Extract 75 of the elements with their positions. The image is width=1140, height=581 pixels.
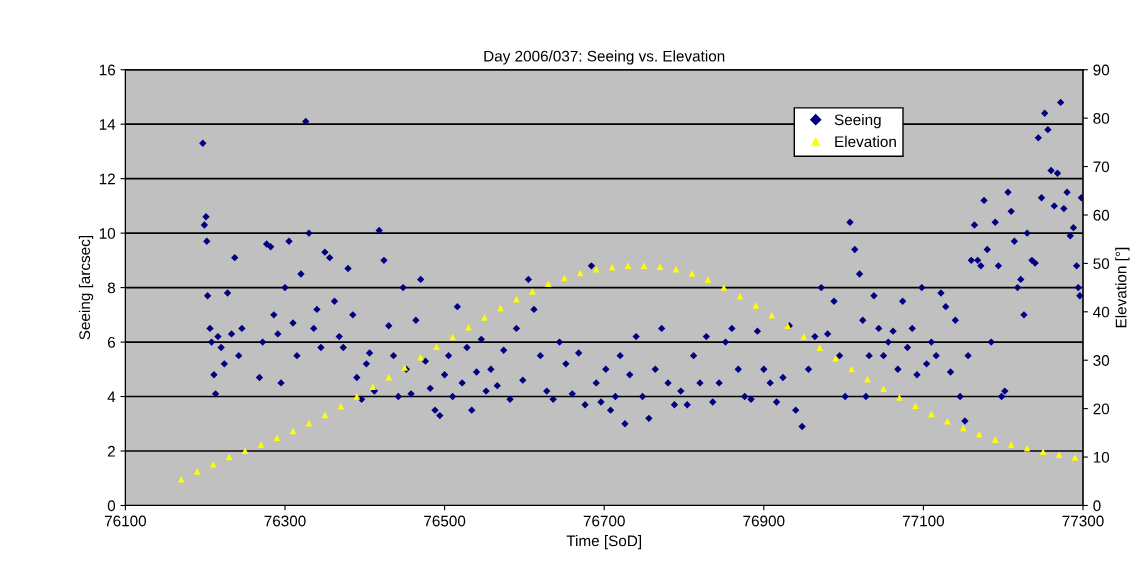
x-axis-title: Time [SoD] xyxy=(566,534,642,550)
point xyxy=(577,269,584,277)
point xyxy=(209,461,217,468)
y2-tick-label: 90 xyxy=(1093,64,1110,76)
point xyxy=(178,476,185,483)
y2-tick-label: 30 xyxy=(1093,355,1110,366)
y2-tick-label: 80 xyxy=(1093,113,1110,124)
y2-tick-label: 20 xyxy=(1093,403,1110,415)
point xyxy=(608,264,616,271)
point xyxy=(736,293,744,300)
point xyxy=(257,441,265,448)
y-tick-label: 6 xyxy=(107,336,116,348)
x-tick-label: 76300 xyxy=(264,515,306,527)
point xyxy=(417,354,424,361)
y2-tick-label: 60 xyxy=(1093,209,1110,221)
y-tick-label: 0 xyxy=(107,500,116,512)
point xyxy=(321,411,329,419)
point xyxy=(928,410,935,418)
point xyxy=(816,344,823,351)
chart-title: Day 2006/037: Seeing vs. Elevation xyxy=(484,50,725,65)
legend-label: Elevation xyxy=(835,135,896,148)
point xyxy=(960,424,967,432)
point xyxy=(1055,451,1063,458)
point xyxy=(353,393,361,400)
point xyxy=(832,355,839,362)
point xyxy=(912,402,919,409)
y2-tick-label: 0 xyxy=(1093,500,1101,512)
point xyxy=(1007,441,1015,448)
y2-tick-label: 10 xyxy=(1093,451,1110,463)
x-tick-label: 77300 xyxy=(1062,515,1104,527)
point xyxy=(656,263,664,271)
legend-label: Seeing xyxy=(834,113,881,129)
point xyxy=(385,373,392,381)
x-tick-label: 76500 xyxy=(424,515,466,527)
point xyxy=(704,276,712,284)
point xyxy=(1023,445,1031,452)
y2-tick-label: 50 xyxy=(1093,258,1110,270)
point xyxy=(369,383,377,391)
point xyxy=(193,468,201,475)
y-tick-label: 2 xyxy=(107,445,115,457)
y-tick-label: 8 xyxy=(107,282,116,294)
point xyxy=(800,333,807,340)
point xyxy=(720,284,728,291)
point xyxy=(545,280,552,287)
point xyxy=(561,274,568,282)
x-tick-label: 77100 xyxy=(902,515,945,527)
point xyxy=(481,314,488,321)
y2-tick-label: 40 xyxy=(1093,306,1110,318)
x-tick-label: 76900 xyxy=(743,515,785,527)
y-tick-label: 4 xyxy=(107,391,116,403)
x-tick-label: 76100 xyxy=(104,515,147,527)
y-tick-label: 10 xyxy=(99,227,116,239)
y-tick-label: 12 xyxy=(99,173,115,185)
point xyxy=(688,270,696,277)
y-tick-label: 14 xyxy=(99,119,116,130)
point xyxy=(624,262,632,270)
point xyxy=(991,436,999,443)
point xyxy=(241,447,249,455)
point xyxy=(976,431,983,438)
point xyxy=(465,324,472,331)
point xyxy=(1039,448,1047,455)
point xyxy=(529,288,536,295)
point xyxy=(433,343,440,350)
point xyxy=(768,311,776,319)
point xyxy=(880,385,887,393)
x-tick-label: 76700 xyxy=(583,515,625,527)
point xyxy=(896,394,903,401)
y2-axis-title: Elevation [°] xyxy=(1115,247,1130,328)
point xyxy=(1071,454,1079,461)
y-axis-title: Seeing [arcsec] xyxy=(78,236,94,340)
y-tick-label: 16 xyxy=(99,64,116,76)
point xyxy=(752,302,760,309)
point xyxy=(640,262,648,270)
point xyxy=(273,434,281,441)
y2-tick-label: 70 xyxy=(1093,161,1110,173)
